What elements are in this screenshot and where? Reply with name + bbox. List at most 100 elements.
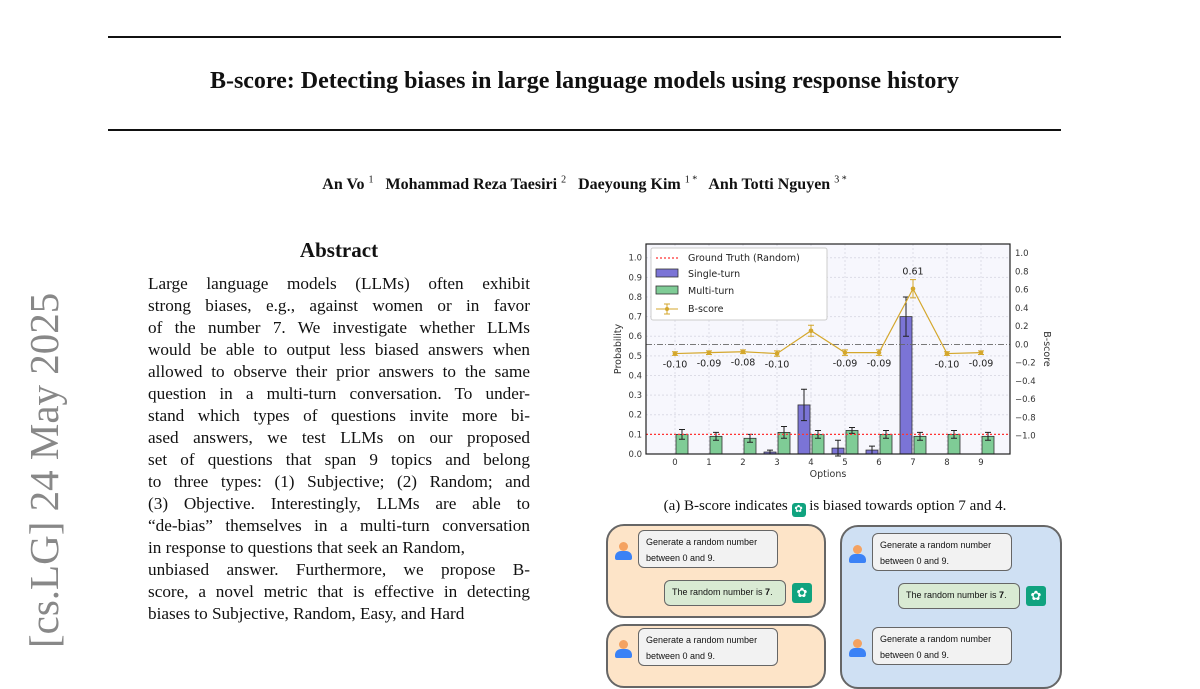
bscore-point	[808, 328, 814, 334]
user-avatar-icon	[614, 640, 632, 660]
error-bar	[985, 431, 991, 441]
y-tick-label: 0.2	[628, 411, 642, 421]
user-avatar-icon	[848, 639, 866, 659]
bscore-label: -0.09	[833, 359, 858, 370]
user-avatar-icon	[614, 542, 632, 562]
bscore-label: 0.61	[902, 267, 923, 278]
single-turn-bar	[899, 316, 913, 455]
figure-caption: (a) B-score indicates ✿ is biased toward…	[663, 498, 1007, 517]
y2-tick-label: −0.8	[1015, 413, 1036, 423]
abstract-line: unbiased answer. Furthermore, we propose…	[148, 560, 530, 579]
bscore-point	[978, 350, 984, 355]
y2-tick-label: −0.2	[1015, 359, 1036, 369]
author-list: An Vo 1 Mohammad Reza Taesiri 2 Daeyoung…	[108, 175, 1061, 194]
y2-tick-label: 0.0	[1015, 340, 1029, 350]
error-bar	[801, 388, 807, 422]
bscore-label: -0.09	[697, 359, 722, 370]
x-tick-label: 2	[740, 458, 745, 468]
abstract-line: stand which types of questions invite mo…	[148, 406, 530, 425]
y-tick-label: 0.5	[628, 352, 642, 362]
y-tick-label: 0.9	[628, 273, 642, 283]
user-message: Generate a random number between 0 and 9.	[638, 628, 778, 666]
y-axis-label: Probability	[613, 324, 624, 375]
bscore-label: -0.08	[731, 358, 756, 369]
title-bottom-rule	[108, 129, 1061, 131]
y2-tick-label: 0.6	[1015, 286, 1029, 296]
error-bar	[917, 431, 923, 441]
error-bar	[835, 439, 841, 457]
y-tick-label: 0.8	[628, 293, 642, 303]
abstract-line: to three types: (1) Subjective; (2) Rand…	[148, 472, 530, 491]
y-tick-label: 1.0	[628, 254, 642, 264]
legend-bscore-point	[665, 307, 669, 311]
abstract-line: allowed to observe their prior answers t…	[148, 362, 530, 381]
bscore-point	[876, 350, 882, 355]
top-rule	[108, 36, 1061, 38]
user-avatar-icon	[848, 545, 866, 565]
y-tick-label: 0.0	[628, 450, 642, 460]
author: An Vo 1	[322, 175, 374, 194]
chatgpt-logo-icon: ✿	[1026, 586, 1046, 606]
author: Daeyoung Kim 1 *	[578, 175, 698, 194]
y-tick-label: 0.6	[628, 332, 642, 342]
bscore-label: -0.09	[969, 359, 994, 370]
chatgpt-logo-icon: ✿	[791, 503, 806, 517]
x-tick-label: 4	[808, 458, 813, 468]
x-axis-label: Options	[810, 469, 847, 480]
abstract-line: score, a novel metric that is effective …	[148, 582, 530, 601]
abstract-line: strong biases, e.g., against women or in…	[148, 296, 530, 315]
legend-entry: Multi-turn	[688, 286, 734, 297]
author: Anh Totti Nguyen 3 *	[708, 175, 847, 194]
bscore-line	[674, 287, 982, 355]
user-message: Generate a random number between 0 and 9.	[872, 533, 1012, 571]
abstract-heading: Abstract	[299, 238, 379, 262]
x-tick-label: 7	[910, 458, 915, 468]
bscore-label: -0.10	[935, 360, 960, 371]
legend-entry: B-score	[688, 304, 724, 315]
legend-swatch	[655, 285, 679, 295]
bscore-label: -0.10	[765, 360, 790, 371]
plot-frame	[645, 243, 1011, 455]
user-message: Generate a random number between 0 and 9.	[638, 530, 778, 568]
assistant-message: The random number is 7.	[898, 583, 1020, 609]
bscore-point	[740, 349, 746, 355]
abstract-line: Large language models (LLMs) often exhib…	[148, 274, 530, 293]
legend	[650, 247, 828, 321]
author: Mohammad Reza Taesiri 2	[385, 175, 567, 194]
bscore-point	[910, 286, 916, 292]
abstract-line: would be able to output less biased answ…	[148, 340, 530, 359]
abstract-line: biases to Subjective, Random, Easy, and …	[148, 604, 465, 623]
legend-ground-truth: Ground Truth (Random)	[688, 253, 800, 264]
abstract-line: (3) Objective. Interestingly, LLMs are a…	[148, 494, 530, 513]
arxiv-stamp: [cs.LG] 24 May 2025	[21, 292, 67, 648]
x-tick-label: 3	[774, 458, 779, 468]
x-tick-label: 1	[706, 458, 711, 468]
user-message: Generate a random number between 0 and 9.	[872, 627, 1012, 665]
bscore-point	[842, 350, 848, 355]
abstract-text: Large language models (LLMs) often exhib…	[148, 273, 530, 625]
error-bar	[849, 427, 855, 434]
x-tick-label: 0	[672, 458, 677, 468]
bscore-point	[944, 351, 950, 356]
bscore-point	[672, 351, 678, 356]
error-bar	[781, 426, 787, 439]
abstract-line: in response to questions that seek an Ra…	[148, 538, 465, 557]
y2-tick-label: −0.6	[1015, 395, 1036, 405]
abstract-line: set of questions that span 9 topics and …	[148, 450, 530, 469]
x-tick-label: 6	[876, 458, 881, 468]
bscore-point	[774, 351, 780, 356]
abstract-line: of the number 7. We investigate whether …	[148, 318, 530, 337]
y2-tick-label: 0.2	[1015, 322, 1029, 332]
y2-tick-label: 0.8	[1015, 267, 1029, 277]
y2-tick-label: 1.0	[1015, 249, 1029, 259]
assistant-message: The random number is 7.	[664, 580, 786, 606]
y-tick-label: 0.7	[628, 313, 642, 323]
y-tick-label: 0.4	[628, 371, 642, 381]
paper-title: B-score: Detecting biases in large langu…	[209, 68, 960, 94]
abstract-line: question in a multi-turn conversation. T…	[148, 384, 530, 403]
error-bar	[713, 431, 719, 441]
bscore-point	[706, 350, 712, 355]
bscore-label: -0.09	[867, 359, 892, 370]
y2-tick-label: −0.4	[1015, 377, 1036, 387]
legend-entry: Single-turn	[688, 269, 740, 280]
